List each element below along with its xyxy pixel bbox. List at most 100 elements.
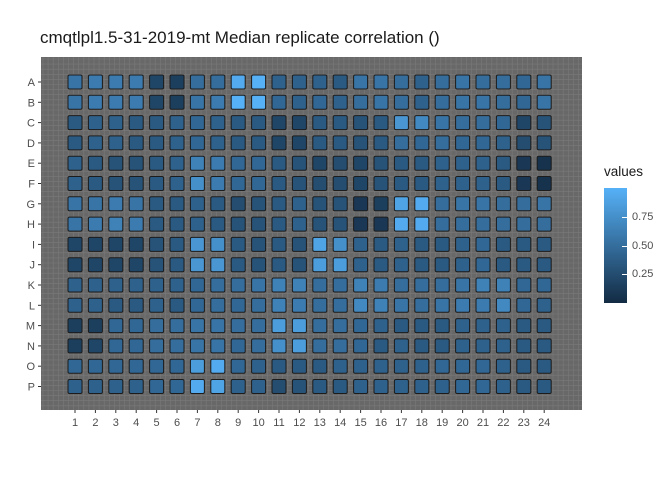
- heatmap-tile: [67, 277, 83, 293]
- tile-layer: [67, 74, 552, 394]
- heatmap-tile: [149, 379, 165, 394]
- heatmap-tile: [291, 176, 307, 191]
- heatmap-tile: [312, 115, 328, 131]
- y-tick-label: J: [30, 260, 36, 272]
- heatmap-tile: [87, 94, 103, 110]
- heatmap-tile: [210, 338, 226, 354]
- heatmap-tile: [312, 257, 328, 273]
- heatmap-tile: [271, 196, 287, 212]
- heatmap-tile: [67, 135, 83, 151]
- heatmap-tile: [332, 74, 348, 90]
- heatmap-tile: [251, 318, 267, 334]
- heatmap-tile: [291, 338, 307, 354]
- x-tick-label: 13: [314, 417, 326, 429]
- heatmap-tile: [353, 216, 369, 232]
- heatmap-tile: [169, 297, 185, 313]
- heatmap-tile: [373, 338, 389, 354]
- heatmap-tile: [169, 236, 185, 252]
- heatmap-tile: [271, 358, 287, 374]
- heatmap-tile: [230, 379, 246, 394]
- heatmap-tile: [353, 379, 369, 394]
- heatmap-tile: [149, 216, 165, 232]
- y-tick-label: N: [27, 341, 35, 353]
- heatmap-tile: [169, 155, 185, 171]
- heatmap-tile: [67, 155, 83, 171]
- heatmap-tile: [271, 74, 287, 90]
- x-axis: 1 2 3 4 5 6 7 8 9 10 11 12 13 14 15 16 17 18 19 20 21 22 23 24: [72, 410, 550, 429]
- heatmap-tile: [87, 358, 103, 374]
- heatmap-tile: [251, 297, 267, 313]
- heatmap-tile: [495, 318, 511, 334]
- heatmap-tile: [516, 379, 532, 394]
- heatmap-tile: [353, 115, 369, 131]
- heatmap-tile: [251, 94, 267, 110]
- x-tick-label: 9: [235, 417, 241, 429]
- heatmap-tile: [210, 297, 226, 313]
- heatmap-tile: [373, 135, 389, 151]
- heatmap-tile: [87, 196, 103, 212]
- legend-tick-label: 0.75: [621, 210, 654, 223]
- heatmap-tile: [230, 358, 246, 374]
- heatmap-tile: [373, 379, 389, 394]
- heatmap-tile: [251, 277, 267, 293]
- heatmap-tile: [373, 277, 389, 293]
- heatmap-tile: [230, 74, 246, 90]
- heatmap-tile: [373, 318, 389, 334]
- heatmap-tile: [516, 196, 532, 212]
- heatmap-tile: [516, 358, 532, 374]
- heatmap-tile: [291, 196, 307, 212]
- heatmap-tile: [312, 94, 328, 110]
- heatmap-tile: [230, 155, 246, 171]
- heatmap-tile: [353, 338, 369, 354]
- heatmap-tile: [271, 176, 287, 191]
- heatmap-tile: [87, 74, 103, 90]
- heatmap-tile: [516, 176, 532, 191]
- heatmap-tile: [87, 257, 103, 273]
- heatmap-tile: [189, 379, 205, 394]
- heatmap-tile: [251, 379, 267, 394]
- heatmap-tile: [149, 135, 165, 151]
- heatmap-tile: [128, 297, 144, 313]
- heatmap-tile: [271, 236, 287, 252]
- heatmap-tile: [67, 358, 83, 374]
- heatmap-tile: [108, 216, 124, 232]
- heatmap-tile: [291, 135, 307, 151]
- heatmap-tile: [210, 358, 226, 374]
- heatmap-tile: [189, 94, 205, 110]
- heatmap-tile: [516, 135, 532, 151]
- heatmap-tile: [455, 277, 471, 293]
- heatmap-tile: [169, 358, 185, 374]
- y-tick-label: F: [28, 179, 35, 191]
- heatmap-tile: [536, 338, 552, 354]
- heatmap-tile: [189, 135, 205, 151]
- heatmap-tile: [67, 236, 83, 252]
- heatmap-tile: [251, 216, 267, 232]
- heatmap-tile: [393, 176, 409, 191]
- heatmap-tile: [149, 257, 165, 273]
- heatmap-tile: [251, 358, 267, 374]
- heatmap-tile: [189, 236, 205, 252]
- heatmap-tile: [149, 155, 165, 171]
- heatmap-tile: [455, 176, 471, 191]
- heatmap-tile: [373, 297, 389, 313]
- heatmap-tile: [536, 257, 552, 273]
- heatmap-tile: [128, 115, 144, 131]
- heatmap-tile: [434, 297, 450, 313]
- heatmap-tile: [414, 74, 430, 90]
- heatmap-tile: [108, 155, 124, 171]
- heatmap-tile: [332, 338, 348, 354]
- heatmap-tile: [67, 74, 83, 90]
- heatmap-tile: [128, 74, 144, 90]
- heatmap-tile: [169, 338, 185, 354]
- heatmap-tile: [516, 216, 532, 232]
- heatmap-tile: [210, 379, 226, 394]
- heatmap-tile: [210, 236, 226, 252]
- heatmap-tile: [393, 297, 409, 313]
- heatmap-tile: [169, 379, 185, 394]
- heatmap-tile: [108, 94, 124, 110]
- chart-title: cmqtlpl1.5-31-2019-mt Median replicate c…: [40, 28, 440, 47]
- heatmap-tile: [393, 94, 409, 110]
- heatmap-tile: [373, 196, 389, 212]
- heatmap-tile: [495, 115, 511, 131]
- heatmap-tile: [149, 176, 165, 191]
